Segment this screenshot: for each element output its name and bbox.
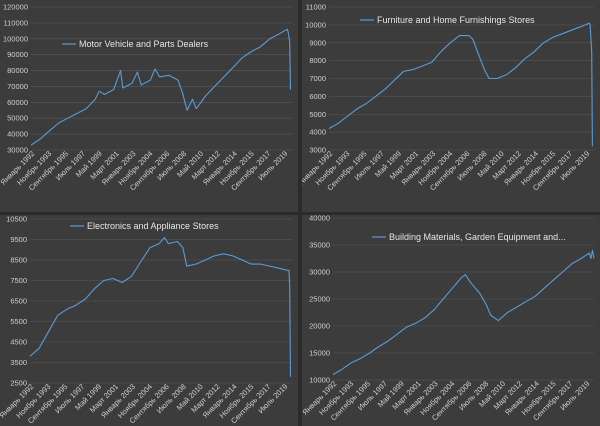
y-tick-label: 4000: [309, 128, 326, 137]
legend-label: Electronics and Appliance Stores: [87, 221, 219, 231]
y-tick-label: 90000: [7, 50, 28, 59]
chart-svg: 10000150002000025000300003500040000Январ…: [302, 215, 595, 422]
y-tick-label: 35000: [309, 241, 330, 250]
y-tick-label: 10000: [305, 20, 326, 29]
y-tick-label: 70000: [7, 82, 28, 91]
y-tick-label: 10000: [309, 376, 330, 385]
y-tick-label: 2500: [10, 379, 27, 388]
y-tick-label: 30000: [309, 268, 330, 277]
y-tick-label: 7000: [309, 74, 326, 83]
chart-panel-furniture: 3000 4000 5000 6000 7000 8000 9000 10000 11000 Ян…: [302, 0, 600, 212]
legend-label: Furniture and Home Furnishings Stores: [377, 15, 535, 25]
y-tick-label: 4500: [10, 338, 27, 347]
y-tick-label: 9500: [10, 235, 27, 244]
y-tick-label: 3500: [10, 358, 27, 367]
y-tick-label: 3000: [309, 146, 326, 155]
y-tick-label: 20000: [309, 322, 330, 331]
y-tick-label: 100000: [3, 34, 28, 43]
y-tick-label: 9000: [309, 38, 326, 47]
y-tick-label: 60000: [7, 98, 28, 107]
y-tick-label: 7500: [10, 276, 27, 285]
y-tick-label: 5000: [309, 110, 326, 119]
chart-panel-motor-vehicle: 30000 40000 50000 60000 70000 80000 90000 10000…: [0, 0, 298, 212]
chart-svg: 2500350045005500650075008500950010500Янв…: [0, 215, 292, 425]
legend-label: Building Materials, Garden Equipment and…: [389, 232, 566, 242]
y-tick-label: 15000: [309, 349, 330, 358]
y-tick-label: 6500: [10, 297, 27, 306]
y-tick-label: 40000: [309, 215, 330, 223]
y-tick-label: 8500: [10, 256, 27, 265]
chart-panel-electronics: 2500 3500 4500 5500 6500 7500 8500 9500 10500 Янв…: [0, 215, 298, 426]
y-tick-label: 8000: [309, 56, 326, 65]
y-tick-label: 6000: [309, 92, 326, 101]
y-tick-label: 110000: [4, 18, 28, 27]
chart-panel-building-materials: 10000 15000 20000 25000 30000 35000 40000 Январ…: [302, 215, 600, 426]
series-line: [332, 249, 595, 376]
y-tick-label: 10500: [6, 215, 27, 224]
y-tick-label: 30000: [7, 146, 28, 155]
series-line: [29, 236, 292, 377]
y-tick-label: 120000: [3, 3, 28, 12]
chart-svg: 30000 40000 50000 60000 70000 80000 90000 10000…: [0, 3, 292, 192]
y-tick-label: 11000: [306, 3, 326, 12]
y-tick-label: 80000: [7, 66, 28, 75]
legend-label: Motor Vehicle and Parts Dealers: [79, 39, 209, 49]
series-line: [30, 28, 292, 146]
series-line: [328, 22, 593, 147]
chart-svg: 30004000500060007000800090001000011000Ян…: [302, 3, 594, 192]
y-tick-label: 50000: [7, 114, 28, 123]
y-tick-label: 5500: [10, 317, 27, 326]
y-tick-label: 25000: [309, 295, 330, 304]
y-tick-label: 40000: [7, 130, 28, 139]
